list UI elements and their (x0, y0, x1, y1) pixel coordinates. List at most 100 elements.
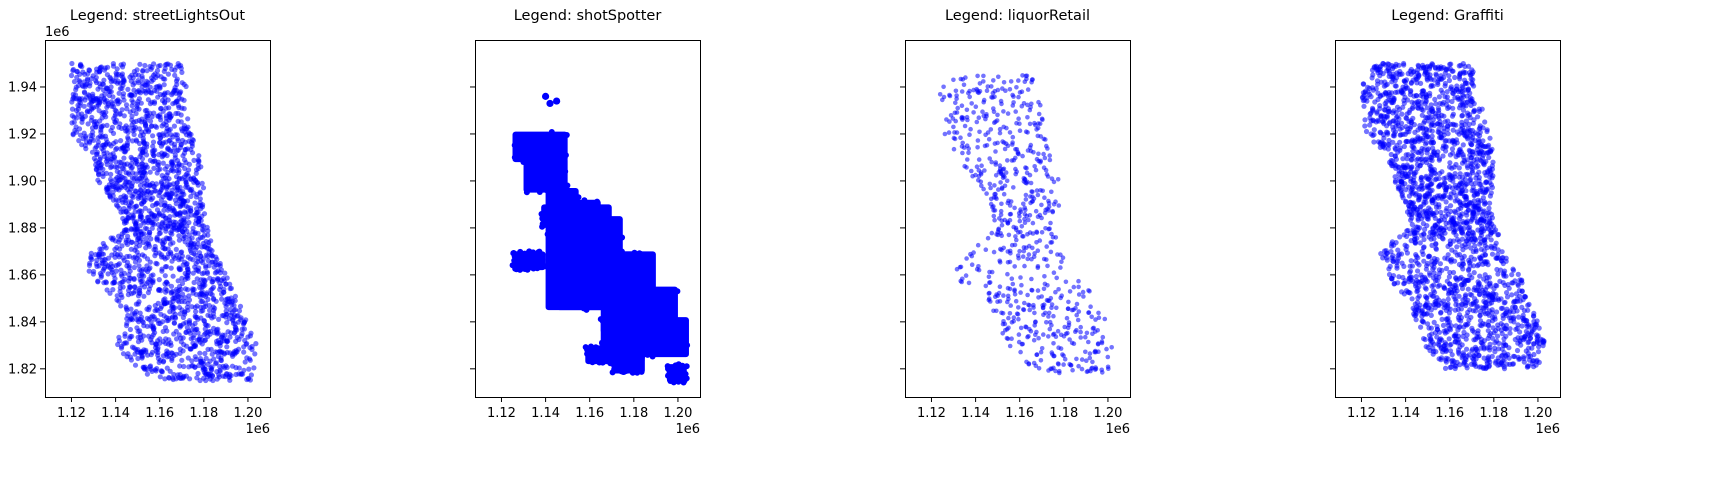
data-point (1460, 107, 1467, 113)
data-point (179, 253, 185, 259)
data-point (1042, 195, 1047, 200)
data-point (212, 259, 218, 265)
data-point (997, 126, 1003, 132)
data-point (199, 291, 205, 297)
data-point (1025, 292, 1030, 298)
data-point (959, 103, 965, 108)
data-point (230, 316, 236, 322)
data-point (1405, 71, 1411, 77)
data-point (191, 286, 197, 293)
data-point (520, 159, 527, 165)
data-point (1015, 253, 1021, 258)
data-point (142, 62, 148, 69)
data-point (612, 231, 619, 237)
data-point (1519, 288, 1525, 294)
data-point (110, 130, 117, 136)
data-point (1012, 292, 1018, 297)
data-point (951, 77, 956, 83)
data-point (993, 191, 998, 197)
data-point (1024, 73, 1030, 79)
data-point (656, 292, 663, 299)
data-point (1005, 299, 1010, 305)
data-point (1022, 220, 1028, 225)
data-point (638, 368, 645, 375)
data-point (129, 183, 135, 189)
x-tick-label: 1.18 (189, 406, 218, 421)
data-point (1021, 248, 1027, 254)
data-point (534, 183, 541, 190)
data-point (954, 130, 960, 135)
data-point (994, 308, 999, 314)
data-point (178, 142, 184, 148)
data-point (999, 101, 1004, 107)
data-point (595, 209, 602, 216)
data-point (170, 240, 176, 246)
data-point (151, 247, 157, 253)
data-point (170, 298, 176, 304)
chart-title: Legend: streetLightsOut (70, 8, 246, 24)
data-point (172, 144, 178, 150)
data-point (616, 298, 623, 305)
data-point (523, 189, 530, 196)
data-point (1087, 355, 1093, 361)
data-point (614, 256, 621, 263)
data-point (99, 251, 105, 257)
x-tick-label: 1.12 (487, 406, 516, 421)
data-point (970, 173, 975, 179)
data-point (157, 85, 163, 91)
data-point (1003, 170, 1009, 175)
x-tick-label: 1.20 (233, 406, 262, 421)
data-point (580, 304, 587, 311)
data-point (116, 239, 122, 245)
data-point (182, 139, 188, 145)
y-tick-label: 1.84 (8, 315, 37, 330)
data-point (1019, 282, 1024, 288)
data-point (1020, 153, 1025, 159)
data-point (647, 271, 654, 278)
data-point (1429, 133, 1435, 139)
data-point (223, 281, 229, 287)
data-point (154, 216, 160, 222)
data-point (105, 101, 111, 107)
data-point (138, 231, 144, 237)
data-point (174, 158, 181, 164)
data-point (131, 264, 137, 271)
data-point (641, 273, 648, 280)
data-point (578, 293, 585, 300)
data-point (89, 106, 95, 112)
data-point (129, 122, 135, 128)
data-point (1486, 205, 1492, 211)
data-point (1436, 218, 1442, 224)
data-point (181, 106, 187, 112)
data-point (186, 161, 192, 167)
data-point (1397, 139, 1403, 145)
data-point (1010, 281, 1016, 287)
data-point (961, 82, 967, 88)
x-tick-label: 1.14 (961, 406, 990, 421)
data-point (133, 301, 139, 307)
data-point (162, 220, 168, 226)
data-point (169, 166, 175, 172)
data-point (613, 262, 620, 269)
data-point (570, 301, 576, 308)
data-point (191, 157, 197, 163)
data-point (1006, 315, 1011, 321)
data-point (613, 348, 620, 355)
data-point (611, 290, 618, 297)
data-point (190, 335, 196, 341)
data-point (1445, 252, 1451, 258)
data-point (1049, 366, 1055, 372)
data-point (81, 130, 87, 136)
data-point (1468, 180, 1474, 186)
data-point (555, 189, 562, 196)
data-point (246, 366, 252, 372)
data-point (123, 323, 130, 329)
data-point (182, 234, 188, 240)
data-point (176, 237, 182, 243)
data-point (1418, 272, 1424, 278)
data-point (142, 164, 148, 171)
data-point (1076, 284, 1081, 290)
data-point (126, 179, 132, 185)
scatter-points (937, 73, 1114, 376)
data-point (159, 97, 166, 104)
